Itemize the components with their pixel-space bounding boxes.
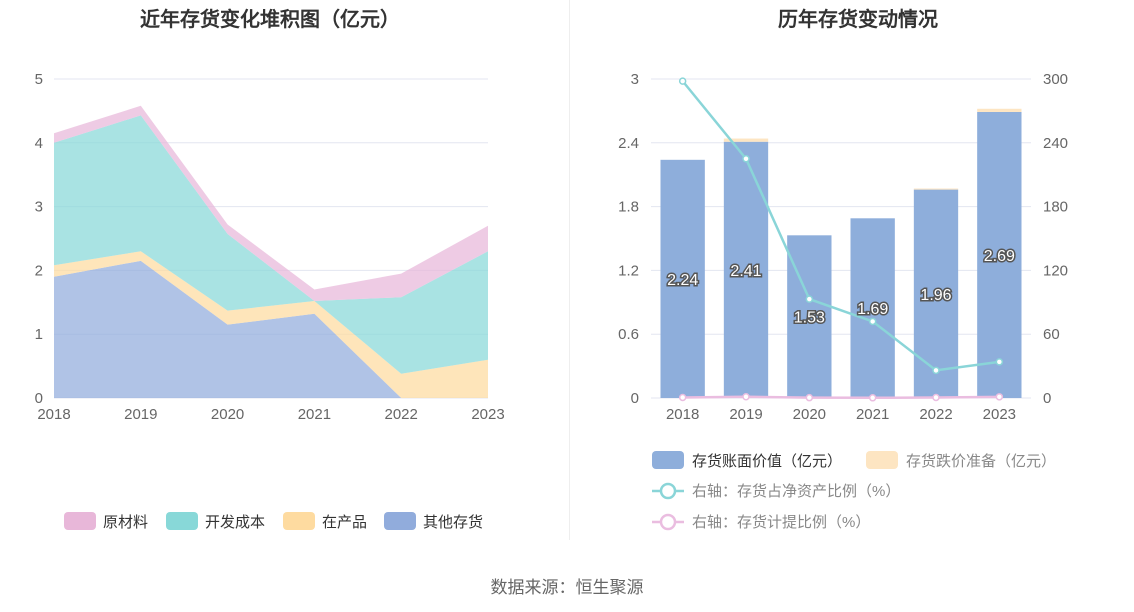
bar-存货账面价值（亿元） [660,159,705,398]
left-y-tick: 0 [35,390,43,407]
right-right-y-tick: 240 [1043,135,1068,152]
right-x-tick: 2020 [793,406,826,423]
line-右轴：存货计提比例（%） [682,395,1000,400]
left-y-tick: 4 [35,135,43,152]
right-right-y-tick: 60 [1043,326,1060,343]
bar-存货账面价值（亿元） [850,218,895,398]
bar-value-label: 2.41 [730,263,761,280]
line-point [742,392,750,401]
right-left-y-tick: 0 [631,390,639,407]
line-point [932,366,940,375]
area-原材料 [54,105,488,302]
right-right-y-tick: 180 [1043,199,1068,216]
bar-存货账面价值（亿元） [977,111,1022,399]
data-source-footer: 数据来源：恒生聚源 [491,578,644,597]
right-legend-label[interactable]: 右轴：存货计提比例（%） [692,514,870,531]
right-right-y-tick: 120 [1043,262,1068,279]
left-x-tick: 2020 [211,406,244,423]
right-x-tick: 2023 [983,406,1016,423]
right-x-tick: 2019 [729,406,762,423]
line-point [805,393,814,402]
right-legend-swatch[interactable] [866,451,898,469]
bar-value-label: 1.96 [920,287,951,304]
area-开发成本 [54,115,488,374]
left-legend-swatch[interactable] [283,512,315,530]
right-x-tick: 2022 [919,406,952,423]
left-legend-label[interactable]: 其他存货 [423,514,483,531]
left-x-tick: 2019 [124,406,157,423]
right-right-y-tick: 300 [1043,71,1068,88]
line-point [995,358,1004,366]
line-point [868,394,877,402]
right-legend-label[interactable]: 右轴：存货占净资产比例（%） [692,483,900,500]
right-left-y-tick: 1.8 [618,199,639,216]
left-y-axis: 0 1 2 3 4 5 [35,71,43,407]
right-left-y-tick: 1.2 [618,262,639,279]
left-legend-label[interactable]: 原材料 [103,514,148,531]
left-legend-swatch[interactable] [384,512,416,530]
bar-存货跌价准备（亿元） [913,188,959,190]
left-y-tick: 5 [35,71,43,88]
right-lines [678,77,1004,402]
bar-value-label: 1.69 [857,301,888,318]
line-point [678,393,687,402]
left-x-tick: 2021 [298,406,331,423]
right-left-y-tick: 3 [631,71,639,88]
right-legend-circle-icon[interactable] [659,513,677,531]
stacked-area-chart: 近年存货变化堆积图（亿元） 0 1 2 3 4 5 2018 2019 2020 2021 202… [35,7,505,531]
right-right-y-tick: 0 [1043,390,1051,407]
left-chart-title: 近年存货变化堆积图（亿元） [140,7,400,31]
line-point [805,295,814,303]
left-x-tick: 2022 [385,406,418,423]
right-left-y-tick: 0.6 [618,326,639,343]
left-y-tick: 3 [35,199,43,216]
right-x-axis: 2018 2019 2020 2021 2022 2023 [666,406,1016,423]
line-右轴：存货占净资产比例（%） [681,80,1000,372]
right-grid [651,78,1031,399]
left-areas [54,105,488,398]
left-y-tick: 1 [35,326,43,343]
right-bars [660,108,1022,399]
line-point [868,317,877,326]
left-legend: 原材料 开发成本 在产品 其他存货 [64,512,483,531]
left-legend-swatch[interactable] [64,512,96,530]
left-x-tick: 2018 [37,406,70,423]
right-legend-label[interactable]: 存货跌价准备（亿元） [906,453,1056,470]
bar-value-label: 2.24 [667,272,698,289]
right-legend-swatch[interactable] [652,451,684,469]
area-其他存货 [54,260,488,398]
left-y-tick: 2 [35,262,43,279]
right-x-tick: 2018 [666,406,699,423]
left-legend-label[interactable]: 开发成本 [205,514,265,531]
right-bar-labels: 2.24 2.41 1.53 1.69 1.96 2.69 [666,246,1017,328]
line-point [678,77,687,85]
bar-value-label: 1.53 [794,310,825,327]
right-legend-circle-icon[interactable] [659,482,677,500]
left-x-tick: 2023 [471,406,504,423]
left-legend-swatch[interactable] [166,512,198,530]
bar-line-chart: 历年存货变动情况 2.24 2.41 1.53 1.69 1.96 2.69 0 0.6 1.… [618,7,1068,531]
right-y-axis-right: 0 60 120 180 240 300 [1043,71,1068,407]
right-y-axis-left: 0 0.6 1.2 1.8 2.4 3 [618,71,639,407]
bar-存货账面价值（亿元） [913,189,959,398]
left-legend-label[interactable]: 在产品 [322,514,367,531]
right-chart-title: 历年存货变动情况 [778,7,938,31]
bar-存货跌价准备（亿元） [723,138,769,142]
right-x-tick: 2021 [856,406,889,423]
right-legend: 存货账面价值（亿元） 存货跌价准备（亿元） 右轴：存货占净资产比例（%） 右轴：存货计… [652,451,1056,531]
line-point [995,393,1004,401]
bar-存货跌价准备（亿元） [977,108,1022,112]
line-point [742,155,750,163]
area-在产品 [54,251,488,398]
left-x-axis: 2018 2019 2020 2021 2022 2023 [37,406,504,423]
bar-存货账面价值（亿元） [787,235,832,398]
bar-value-label: 2.69 [984,248,1015,265]
right-left-y-tick: 2.4 [618,135,639,152]
right-legend-label[interactable]: 存货账面价值（亿元） [692,453,842,470]
bar-存货账面价值（亿元） [723,141,769,398]
line-point [932,393,940,402]
